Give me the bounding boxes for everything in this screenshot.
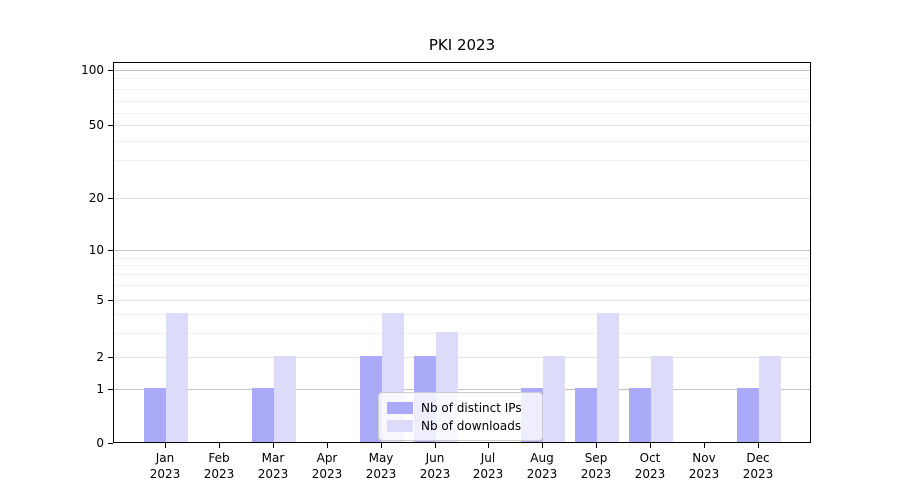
bar-downloads-aug [543, 356, 565, 442]
xtick-label-oct: Oct 2023 [634, 451, 666, 481]
bar-ips-mar [252, 388, 274, 442]
legend-swatch-distinct-ips [387, 401, 413, 414]
gridline-y-30 [114, 160, 810, 161]
gridline-y-3 [114, 333, 810, 334]
xtick-mark-mar [273, 443, 274, 448]
xtick-label-dec: Dec 2023 [742, 451, 774, 481]
gridline-y-80 [114, 89, 810, 90]
gridline-y-5 [114, 300, 810, 301]
bar-ips-sep [575, 388, 597, 442]
xtick-mark-jun [435, 443, 436, 448]
legend-label-distinct-ips: Nb of distinct IPs [421, 400, 522, 415]
gridline-y-4 [114, 314, 810, 315]
bar-ips-dec [737, 388, 759, 442]
xtick-label-apr: Apr 2023 [311, 451, 343, 481]
bar-ips-oct [629, 388, 651, 442]
xtick-mark-nov [704, 443, 705, 448]
gridline-y-40 [114, 141, 810, 142]
plot-area [113, 62, 811, 443]
xtick-label-aug: Aug 2023 [526, 451, 558, 481]
ytick-label-100: 100 [81, 63, 104, 77]
gridline-y-1 [114, 389, 810, 390]
bar-downloads-jan [166, 313, 188, 442]
ytick-mark-1 [108, 389, 113, 390]
gridline-y-100 [114, 70, 810, 71]
legend-swatch-downloads [387, 419, 413, 432]
bar-ips-may [360, 356, 382, 442]
xtick-mark-feb [219, 443, 220, 448]
xtick-mark-apr [327, 443, 328, 448]
xtick-label-may: May 2023 [365, 451, 397, 481]
bar-downloads-dec [759, 356, 781, 442]
gridline-y-20 [114, 198, 810, 199]
ytick-mark-2 [108, 357, 113, 358]
legend-label-downloads: Nb of downloads [421, 418, 522, 433]
ytick-label-2: 2 [96, 350, 104, 364]
xtick-label-jun: Jun 2023 [419, 451, 451, 481]
legend: Nb of distinct IPs Nb of downloads [378, 392, 543, 441]
gridline-y-50 [114, 125, 810, 126]
ytick-label-10: 10 [88, 243, 104, 257]
ytick-label-0: 0 [96, 436, 104, 450]
ytick-label-5: 5 [96, 293, 104, 307]
bar-downloads-sep [597, 313, 619, 442]
xtick-mark-aug [542, 443, 543, 448]
xtick-mark-jul [488, 443, 489, 448]
ytick-label-1: 1 [96, 382, 104, 396]
legend-item-distinct-ips: Nb of distinct IPs [387, 401, 534, 415]
xtick-label-feb: Feb 2023 [203, 451, 235, 481]
gridline-y-2 [114, 357, 810, 358]
xtick-mark-oct [650, 443, 651, 448]
xtick-mark-may [381, 443, 382, 448]
legend-item-downloads: Nb of downloads [387, 419, 534, 433]
gridline-y-8 [114, 265, 810, 266]
xtick-mark-jan [165, 443, 166, 448]
ytick-mark-20 [108, 198, 113, 199]
ytick-mark-10 [108, 250, 113, 251]
xtick-label-jan: Jan 2023 [149, 451, 181, 481]
ytick-mark-100 [108, 70, 113, 71]
xtick-label-mar: Mar 2023 [257, 451, 289, 481]
xtick-label-nov: Nov 2023 [688, 451, 720, 481]
ytick-mark-0 [108, 443, 113, 444]
xtick-mark-dec [758, 443, 759, 448]
gridline-y-70 [114, 101, 810, 102]
gridline-y-9 [114, 258, 810, 259]
bar-downloads-oct [651, 356, 673, 442]
xtick-label-sep: Sep 2023 [580, 451, 612, 481]
ytick-mark-5 [108, 300, 113, 301]
ytick-label-20: 20 [88, 191, 104, 205]
chart-title: PKI 2023 [428, 36, 496, 54]
gridline-y-6 [114, 285, 810, 286]
bar-downloads-mar [274, 356, 296, 442]
ytick-label-50: 50 [88, 118, 104, 132]
xtick-label-jul: Jul 2023 [472, 451, 504, 481]
ytick-mark-50 [108, 125, 113, 126]
gridline-y-90 [114, 78, 810, 79]
gridline-y-60 [114, 113, 810, 114]
gridline-y-10 [114, 250, 810, 251]
xtick-mark-sep [596, 443, 597, 448]
gridline-y-7 [114, 274, 810, 275]
bar-ips-jan [144, 388, 166, 442]
